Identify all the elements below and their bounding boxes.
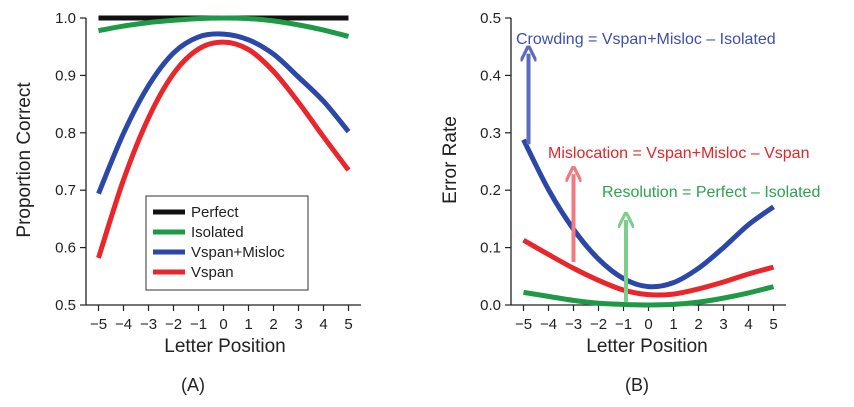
x-tick-label: 3 [719, 316, 727, 333]
legend: Perfect Isolated Vspan+Misloc Vspan [145, 195, 309, 291]
annotation-label: Crowding = Vspan+Misloc – Isolated [516, 31, 776, 48]
y-tick-label: 0.3 [480, 125, 501, 142]
x-tick-label: −4 [115, 316, 132, 333]
x-tick-label: −3 [140, 316, 157, 333]
x-tick-label: −1 [615, 316, 632, 333]
chart-panel-b: −5 −4 −3 −2 −1 0 1 2 3 4 5 0.0 0.1 0.2 0.3 0.4 0.5 Crow… [440, 10, 820, 395]
series-line-b-0 [521, 138, 775, 290]
x-tick-label: 2 [269, 316, 277, 333]
y-ticks: 0.5 0.6 0.7 0.8 0.9 1.0 [55, 10, 86, 314]
y-tick-label: 0.0 [480, 297, 501, 314]
y-axis-label: Error Rate [440, 116, 461, 204]
legend-label: Perfect [191, 204, 239, 221]
series-lines [96, 15, 351, 259]
panel-label: (B) [625, 375, 649, 395]
x-tick-label: −2 [590, 316, 607, 333]
y-tick-label: 0.2 [480, 182, 501, 199]
series-line-isolated [98, 15, 350, 39]
x-tick-label: 1 [244, 316, 252, 333]
y-tick-label: 0.1 [480, 240, 501, 257]
series-line-vspan-misloc [96, 31, 351, 195]
y-tick-label: 0.4 [480, 67, 501, 84]
legend-label: Isolated [191, 224, 244, 241]
y-tick-label: 0.7 [55, 182, 76, 199]
x-tick-label: −4 [540, 316, 557, 333]
x-tick-label: −1 [190, 316, 207, 333]
x-ticks: −5 −4 −3 −2 −1 0 1 2 3 4 5 [515, 305, 778, 333]
series-line-vspan [96, 39, 351, 259]
x-tick-label: 4 [744, 316, 752, 333]
x-tick-label: 0 [644, 316, 652, 333]
y-axis-label: Proportion Correct [14, 82, 35, 238]
annotation-label: Mislocation = Vspan+Misloc – Vspan [548, 145, 809, 162]
series-line-b-2 [523, 284, 775, 308]
x-tick-label: −5 [90, 316, 107, 333]
series-line-b-1 [522, 237, 775, 298]
y-tick-label: 0.9 [55, 67, 76, 84]
annotation-label: Resolution = Perfect – Isolated [602, 184, 820, 201]
x-tick-label: −3 [565, 316, 582, 333]
x-tick-label: 3 [294, 316, 302, 333]
annotation-arrows: Crowding = Vspan+Misloc – Isolated Misloc… [516, 31, 820, 303]
panel-label: (A) [181, 375, 205, 395]
y-ticks: 0.0 0.1 0.2 0.3 0.4 0.5 [480, 10, 511, 314]
x-tick-label: 4 [319, 316, 327, 333]
x-tick-label: 2 [694, 316, 702, 333]
chart-panel-a: −5 −4 −3 −2 −1 0 1 2 3 4 5 0.5 0.6 0.7 0.8 0.9 1.0 Prop… [14, 10, 361, 395]
x-tick-label: 0 [219, 316, 227, 333]
y-tick-label: 0.8 [55, 125, 76, 142]
x-axis-label: Letter Position [586, 336, 707, 357]
x-ticks: −5 −4 −3 −2 −1 0 1 2 3 4 5 [90, 305, 353, 333]
legend-label: Vspan+Misloc [191, 244, 285, 261]
y-tick-label: 0.5 [480, 10, 501, 27]
y-tick-label: 1.0 [55, 10, 76, 27]
x-axis-label: Letter Position [164, 336, 285, 357]
y-tick-label: 0.5 [55, 297, 76, 314]
x-tick-label: 5 [344, 316, 352, 333]
legend-label: Vspan [191, 264, 234, 281]
series-lines [521, 138, 775, 308]
x-tick-label: 5 [769, 316, 777, 333]
x-tick-label: −5 [515, 316, 532, 333]
x-tick-label: −2 [165, 316, 182, 333]
y-tick-label: 0.6 [55, 240, 76, 257]
x-tick-label: 1 [669, 316, 677, 333]
